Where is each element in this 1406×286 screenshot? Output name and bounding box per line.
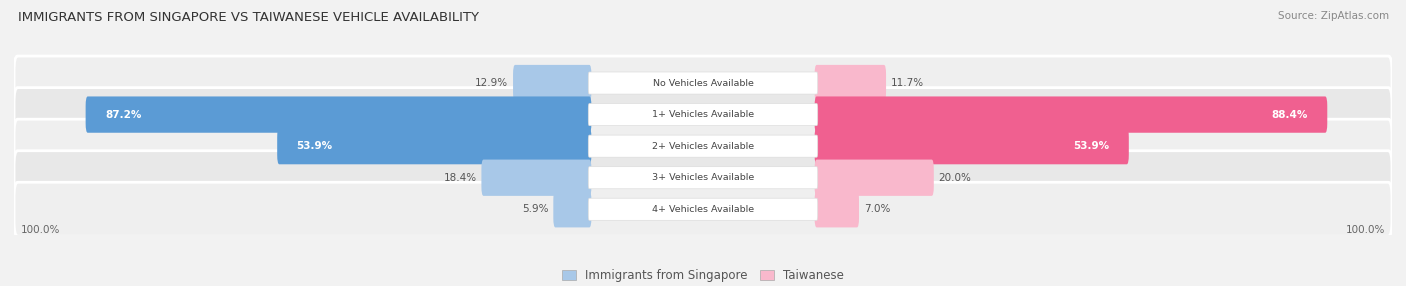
FancyBboxPatch shape <box>14 56 1392 110</box>
FancyBboxPatch shape <box>481 160 592 196</box>
Text: IMMIGRANTS FROM SINGAPORE VS TAIWANESE VEHICLE AVAILABILITY: IMMIGRANTS FROM SINGAPORE VS TAIWANESE V… <box>18 11 479 24</box>
Text: 12.9%: 12.9% <box>475 78 508 88</box>
FancyBboxPatch shape <box>554 191 592 227</box>
Text: 53.9%: 53.9% <box>1073 141 1109 151</box>
FancyBboxPatch shape <box>588 167 818 189</box>
FancyBboxPatch shape <box>814 65 886 101</box>
FancyBboxPatch shape <box>14 182 1392 236</box>
Text: 100.0%: 100.0% <box>1346 225 1385 235</box>
FancyBboxPatch shape <box>814 191 859 227</box>
FancyBboxPatch shape <box>277 128 592 164</box>
Text: 18.4%: 18.4% <box>443 173 477 183</box>
Text: 2+ Vehicles Available: 2+ Vehicles Available <box>652 142 754 151</box>
Text: 53.9%: 53.9% <box>297 141 333 151</box>
FancyBboxPatch shape <box>588 72 818 94</box>
FancyBboxPatch shape <box>588 104 818 126</box>
FancyBboxPatch shape <box>814 96 1327 133</box>
FancyBboxPatch shape <box>513 65 592 101</box>
FancyBboxPatch shape <box>14 88 1392 142</box>
FancyBboxPatch shape <box>814 128 1129 164</box>
Text: 87.2%: 87.2% <box>105 110 141 120</box>
FancyBboxPatch shape <box>588 135 818 157</box>
Text: 7.0%: 7.0% <box>863 204 890 214</box>
Text: 1+ Vehicles Available: 1+ Vehicles Available <box>652 110 754 119</box>
FancyBboxPatch shape <box>14 151 1392 205</box>
Text: 5.9%: 5.9% <box>522 204 548 214</box>
Text: Source: ZipAtlas.com: Source: ZipAtlas.com <box>1278 11 1389 21</box>
Text: No Vehicles Available: No Vehicles Available <box>652 79 754 88</box>
FancyBboxPatch shape <box>14 119 1392 173</box>
Text: 100.0%: 100.0% <box>21 225 60 235</box>
Text: 3+ Vehicles Available: 3+ Vehicles Available <box>652 173 754 182</box>
Text: 4+ Vehicles Available: 4+ Vehicles Available <box>652 205 754 214</box>
FancyBboxPatch shape <box>86 96 592 133</box>
Text: 20.0%: 20.0% <box>939 173 972 183</box>
Legend: Immigrants from Singapore, Taiwanese: Immigrants from Singapore, Taiwanese <box>557 265 849 286</box>
FancyBboxPatch shape <box>588 198 818 220</box>
FancyBboxPatch shape <box>814 160 934 196</box>
Text: 88.4%: 88.4% <box>1271 110 1308 120</box>
Text: 11.7%: 11.7% <box>891 78 924 88</box>
